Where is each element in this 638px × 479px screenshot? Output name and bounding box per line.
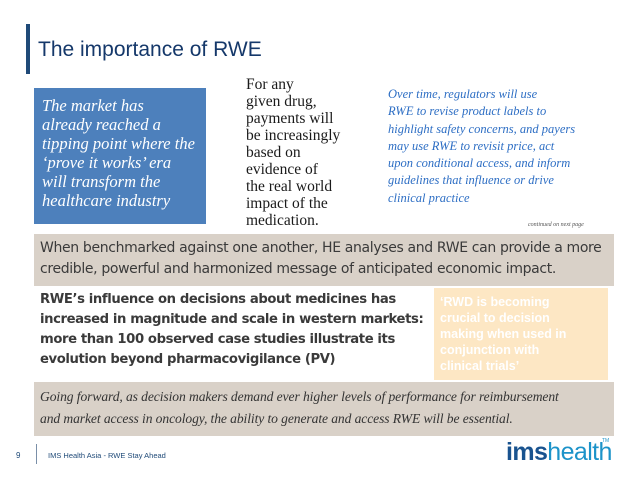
drug-payments-text: For any given drug, payments will be inc… [246,76,376,229]
footer-divider [36,444,37,464]
title-accent-bar [26,24,30,74]
quote-line: The market has [42,96,144,115]
text-line: guidelines that influence or drive [388,173,554,188]
text-line: evolution beyond pharmacovigilance (PV) [40,352,336,367]
regulators-text: Over time, regulators will use RWE to re… [388,86,620,207]
quote-line: already reached a [42,115,161,134]
continued-note: continued on next page [528,222,584,228]
text-line: be increasingly [246,127,341,144]
text-line: may use RWE to revisit price, act [388,138,555,153]
forward-line: and market access in oncology, the abili… [40,411,513,426]
page-number: 9 [16,451,21,460]
going-forward-banner: Going forward, as decision makers demand… [34,382,614,436]
text-line: clinical practice [388,190,470,205]
text-line: For any [246,76,294,93]
market-quote-box: The market has already reached a tipping… [34,88,206,224]
rwd-line: clinical trials’ [440,359,520,373]
text-line: payments will [246,110,334,127]
rwd-line: ‘RWD is becoming [440,295,550,309]
text-line: the real world [246,178,333,195]
quote-line: healthcare industry [42,191,171,210]
text-line: RWE’s influence on decisions about medic… [40,292,396,307]
banner-line: When benchmarked against one another, HE… [40,240,602,256]
banner-line: credible, powerful and harmonized messag… [40,261,556,277]
quote-line: tipping point where the [42,134,195,153]
logo-ims-text: ims [506,438,548,466]
text-line: impact of the [246,195,328,212]
trademark-mark: TM [602,438,610,444]
rwd-quote-box: ‘RWD is becoming crucial to decision mak… [434,288,608,380]
footer-text: IMS Health Asia - RWE Stay Ahead [48,451,166,460]
quote-line: ‘prove it works’ era [42,153,172,172]
imshealth-logo: imshealth [506,438,612,466]
influence-text: RWE’s influence on decisions about medic… [40,290,430,370]
text-line: evidence of [246,161,318,178]
logo-health-text: health [547,438,612,466]
slide-title: The importance of RWE [38,38,262,61]
text-line: highlight safety concerns, and payers [388,121,576,136]
text-line: increased in magnitude and scale in west… [40,312,424,327]
text-line: given drug, [246,93,317,110]
rwd-line: crucial to decision [440,311,550,325]
text-line: RWE to revise product labels to [388,104,547,119]
text-line: upon conditional access, and inform [388,156,571,171]
rwd-line: conjunction with [440,343,540,357]
forward-line: Going forward, as decision makers demand… [40,389,559,404]
rwd-line: making when used in [440,327,567,341]
text-line: more than 100 observed case studies illu… [40,332,395,347]
quote-line: will transform the [42,172,161,191]
text-line: Over time, regulators will use [388,87,538,101]
text-line: based on [246,144,301,161]
benchmark-banner: When benchmarked against one another, HE… [34,234,614,286]
text-line: medication. [246,212,319,229]
